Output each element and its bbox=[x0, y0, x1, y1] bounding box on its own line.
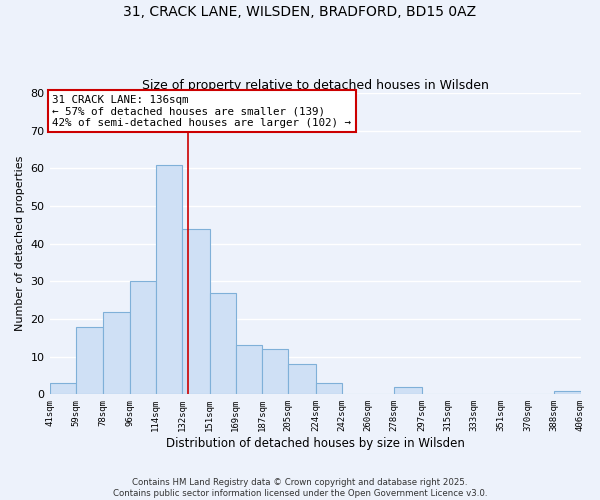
Bar bbox=[76, 326, 103, 394]
Bar bbox=[182, 228, 209, 394]
X-axis label: Distribution of detached houses by size in Wilsden: Distribution of detached houses by size … bbox=[166, 437, 464, 450]
Y-axis label: Number of detached properties: Number of detached properties bbox=[15, 156, 25, 332]
Text: Contains HM Land Registry data © Crown copyright and database right 2025.
Contai: Contains HM Land Registry data © Crown c… bbox=[113, 478, 487, 498]
Bar bbox=[103, 312, 130, 394]
Bar bbox=[554, 390, 581, 394]
Bar bbox=[50, 383, 76, 394]
Bar bbox=[130, 282, 156, 395]
Bar bbox=[236, 346, 262, 395]
Title: Size of property relative to detached houses in Wilsden: Size of property relative to detached ho… bbox=[142, 79, 488, 92]
Text: 31, CRACK LANE, WILSDEN, BRADFORD, BD15 0AZ: 31, CRACK LANE, WILSDEN, BRADFORD, BD15 … bbox=[124, 5, 476, 19]
Bar bbox=[316, 383, 342, 394]
Bar bbox=[394, 387, 422, 394]
Bar bbox=[288, 364, 316, 394]
Text: 31 CRACK LANE: 136sqm
← 57% of detached houses are smaller (139)
42% of semi-det: 31 CRACK LANE: 136sqm ← 57% of detached … bbox=[52, 94, 351, 128]
Bar bbox=[209, 292, 236, 394]
Bar bbox=[156, 164, 182, 394]
Bar bbox=[262, 349, 288, 395]
